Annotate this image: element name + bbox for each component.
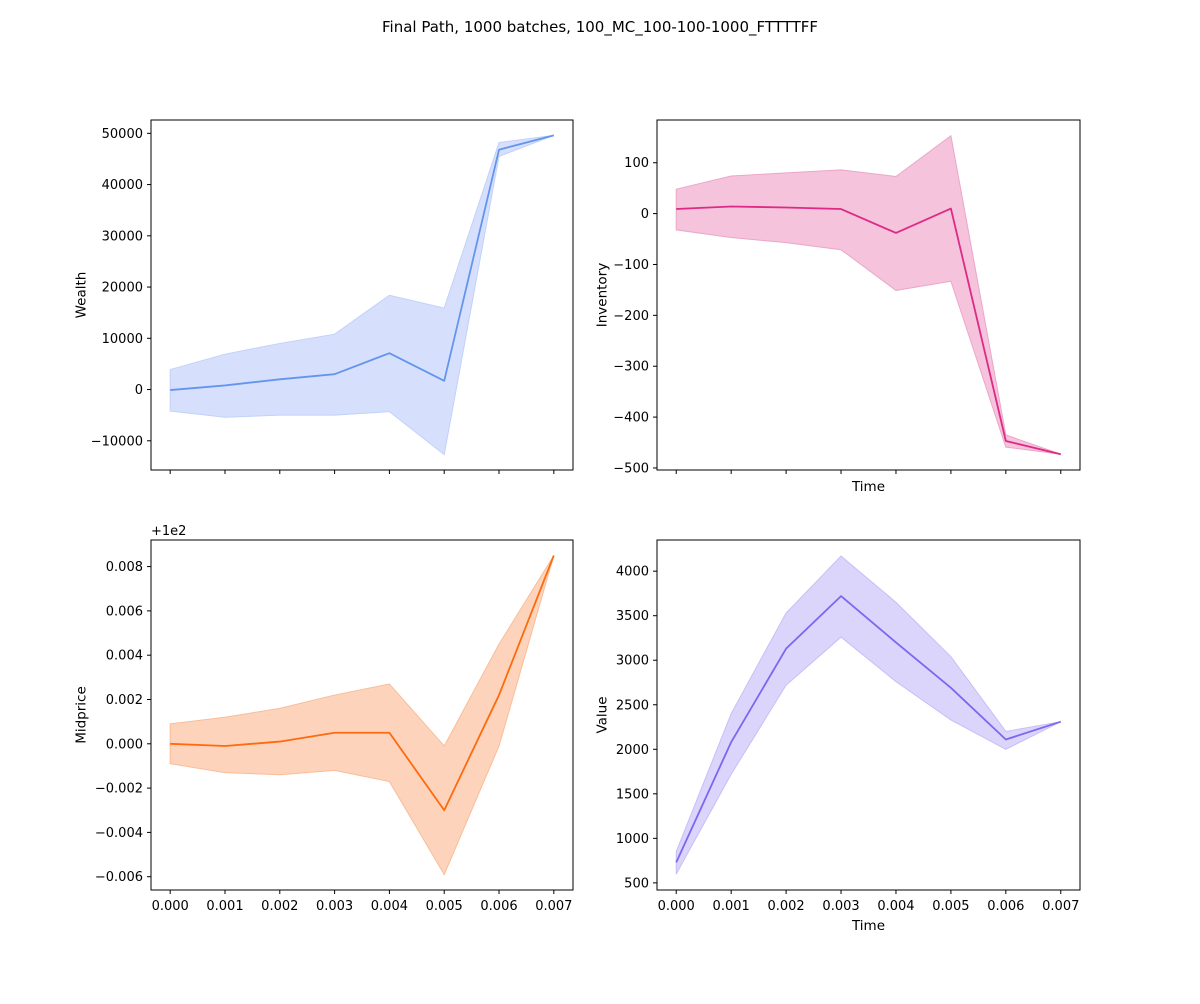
wealth-y-tick-label: 50000 xyxy=(102,127,143,142)
inventory-y-tick-label: −100 xyxy=(613,258,649,273)
midprice-x-tick-label: 0.007 xyxy=(535,899,572,914)
value-x-tick-label: 0.002 xyxy=(767,899,804,914)
midprice-x-tick-label: 0.000 xyxy=(152,899,189,914)
midprice-y-tick-label: 0.004 xyxy=(106,649,143,664)
inventory-y-tick-label: −500 xyxy=(613,461,649,476)
value-y-tick-label: 2000 xyxy=(616,743,649,758)
value-x-tick-label: 0.007 xyxy=(1042,899,1079,914)
midprice-x-tick-label: 0.004 xyxy=(371,899,408,914)
inventory-y-tick-label: 100 xyxy=(624,156,649,171)
midprice-y-offset-label: +1e2 xyxy=(151,524,186,539)
value-x-tick-label: 0.006 xyxy=(987,899,1024,914)
value-y-tick-label: 500 xyxy=(624,876,649,891)
wealth-y-tick-label: 40000 xyxy=(102,178,143,193)
midprice-y-tick-label: 0.006 xyxy=(106,604,143,619)
wealth-y-tick-label: 10000 xyxy=(102,332,143,347)
value-y-axis-label: Value xyxy=(595,696,611,733)
wealth-y-tick-label: 20000 xyxy=(102,281,143,296)
midprice-y-tick-label: −0.002 xyxy=(95,782,143,797)
wealth-y-tick-label: 0 xyxy=(135,383,143,398)
inventory-y-tick-label: 0 xyxy=(641,207,649,222)
inventory-y-axis-label: Inventory xyxy=(595,263,611,327)
value-y-tick-label: 4000 xyxy=(616,565,649,580)
value-x-tick-label: 0.004 xyxy=(877,899,914,914)
value-y-tick-label: 3500 xyxy=(616,609,649,624)
wealth-y-tick-label: −10000 xyxy=(91,434,143,449)
value-y-tick-label: 3000 xyxy=(616,654,649,669)
inventory-y-tick-label: −300 xyxy=(613,360,649,375)
midprice-x-tick-label: 0.001 xyxy=(206,899,243,914)
value-x-tick-label: 0.000 xyxy=(658,899,695,914)
figure-suptitle: Final Path, 1000 batches, 100_MC_100-100… xyxy=(382,18,818,37)
value-y-tick-label: 2500 xyxy=(616,698,649,713)
midprice-y-tick-label: 0.000 xyxy=(106,737,143,752)
midprice-x-tick-label: 0.006 xyxy=(480,899,517,914)
midprice-y-tick-label: 0.002 xyxy=(106,693,143,708)
midprice-x-tick-label: 0.003 xyxy=(316,899,353,914)
midprice-y-tick-label: 0.008 xyxy=(106,560,143,575)
wealth-y-tick-label: 30000 xyxy=(102,229,143,244)
midprice-y-tick-label: −0.006 xyxy=(95,870,143,885)
wealth-y-axis-label: Wealth xyxy=(73,272,89,319)
value-x-axis-label: Time xyxy=(851,918,885,934)
inventory-x-axis-label: Time xyxy=(851,479,885,495)
midprice-y-axis-label: Midprice xyxy=(73,686,89,744)
inventory-y-tick-label: −200 xyxy=(613,309,649,324)
inventory-y-tick-label: −400 xyxy=(613,411,649,426)
value-y-tick-label: 1000 xyxy=(616,832,649,847)
value-x-tick-label: 0.001 xyxy=(713,899,750,914)
value-x-tick-label: 0.003 xyxy=(822,899,859,914)
value-x-tick-label: 0.005 xyxy=(932,899,969,914)
midprice-x-tick-label: 0.002 xyxy=(261,899,298,914)
midprice-y-tick-label: −0.004 xyxy=(95,826,143,841)
value-y-tick-label: 1500 xyxy=(616,787,649,802)
midprice-x-tick-label: 0.005 xyxy=(426,899,463,914)
